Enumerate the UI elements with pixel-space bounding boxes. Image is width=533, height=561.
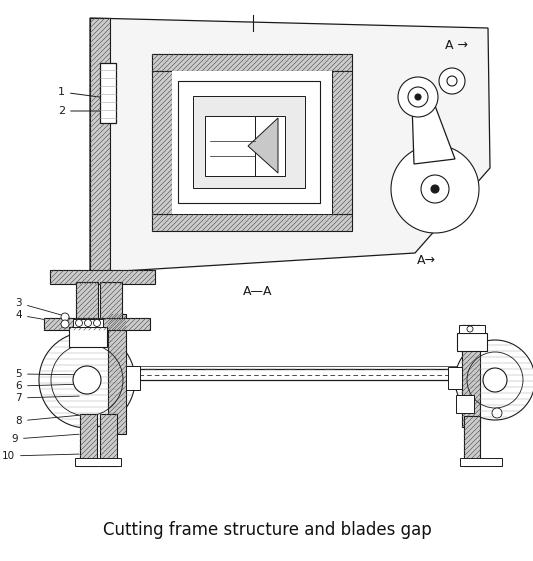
Text: 5: 5	[15, 369, 97, 379]
Circle shape	[93, 320, 101, 327]
Text: 9: 9	[11, 434, 79, 444]
Bar	[90, 18, 110, 273]
Bar	[172, 71, 332, 214]
Text: 8: 8	[15, 415, 79, 426]
Bar	[126, 366, 140, 390]
Bar	[152, 214, 352, 231]
Circle shape	[467, 326, 473, 332]
Circle shape	[492, 408, 502, 418]
Text: 6: 6	[15, 381, 82, 391]
Bar	[460, 458, 502, 466]
Bar	[456, 395, 474, 413]
Bar	[100, 414, 117, 466]
Bar	[100, 282, 122, 320]
Text: A→: A→	[417, 254, 436, 266]
Circle shape	[439, 68, 465, 94]
Bar	[44, 318, 150, 330]
Bar	[108, 314, 126, 434]
Circle shape	[421, 175, 449, 203]
Circle shape	[455, 340, 533, 420]
Text: A →: A →	[445, 39, 468, 52]
Circle shape	[398, 77, 438, 117]
Circle shape	[483, 368, 507, 392]
Bar	[73, 319, 103, 327]
Bar	[178, 81, 320, 203]
Bar	[152, 71, 172, 214]
Bar	[80, 414, 97, 466]
Circle shape	[447, 76, 457, 86]
Bar	[75, 458, 121, 466]
Text: A—A: A—A	[243, 285, 273, 298]
Text: 7: 7	[15, 393, 79, 403]
Bar	[332, 71, 352, 214]
Bar	[462, 325, 480, 427]
Bar	[152, 54, 352, 71]
Bar	[459, 325, 485, 333]
Circle shape	[73, 366, 101, 394]
Circle shape	[76, 320, 83, 327]
Bar	[205, 116, 255, 176]
Bar	[50, 270, 155, 284]
Circle shape	[415, 94, 421, 100]
Bar	[76, 282, 98, 320]
Polygon shape	[412, 103, 455, 164]
Text: 3: 3	[15, 298, 69, 318]
Polygon shape	[248, 118, 278, 173]
Circle shape	[85, 320, 92, 327]
Text: 1: 1	[58, 87, 104, 98]
Bar	[448, 367, 462, 389]
Bar	[100, 63, 116, 123]
Text: 4: 4	[15, 310, 67, 324]
Polygon shape	[90, 18, 490, 273]
Bar	[255, 116, 285, 176]
Text: Cutting frame structure and blades gap: Cutting frame structure and blades gap	[103, 521, 431, 539]
Circle shape	[431, 185, 439, 193]
Bar	[464, 416, 480, 466]
Circle shape	[391, 145, 479, 233]
Text: 10: 10	[2, 451, 79, 461]
Bar	[69, 327, 107, 347]
Circle shape	[61, 320, 69, 328]
Text: 2: 2	[58, 106, 104, 116]
Bar	[193, 96, 305, 188]
Circle shape	[39, 332, 135, 428]
Circle shape	[408, 87, 428, 107]
Bar	[457, 333, 487, 351]
Circle shape	[61, 313, 69, 321]
